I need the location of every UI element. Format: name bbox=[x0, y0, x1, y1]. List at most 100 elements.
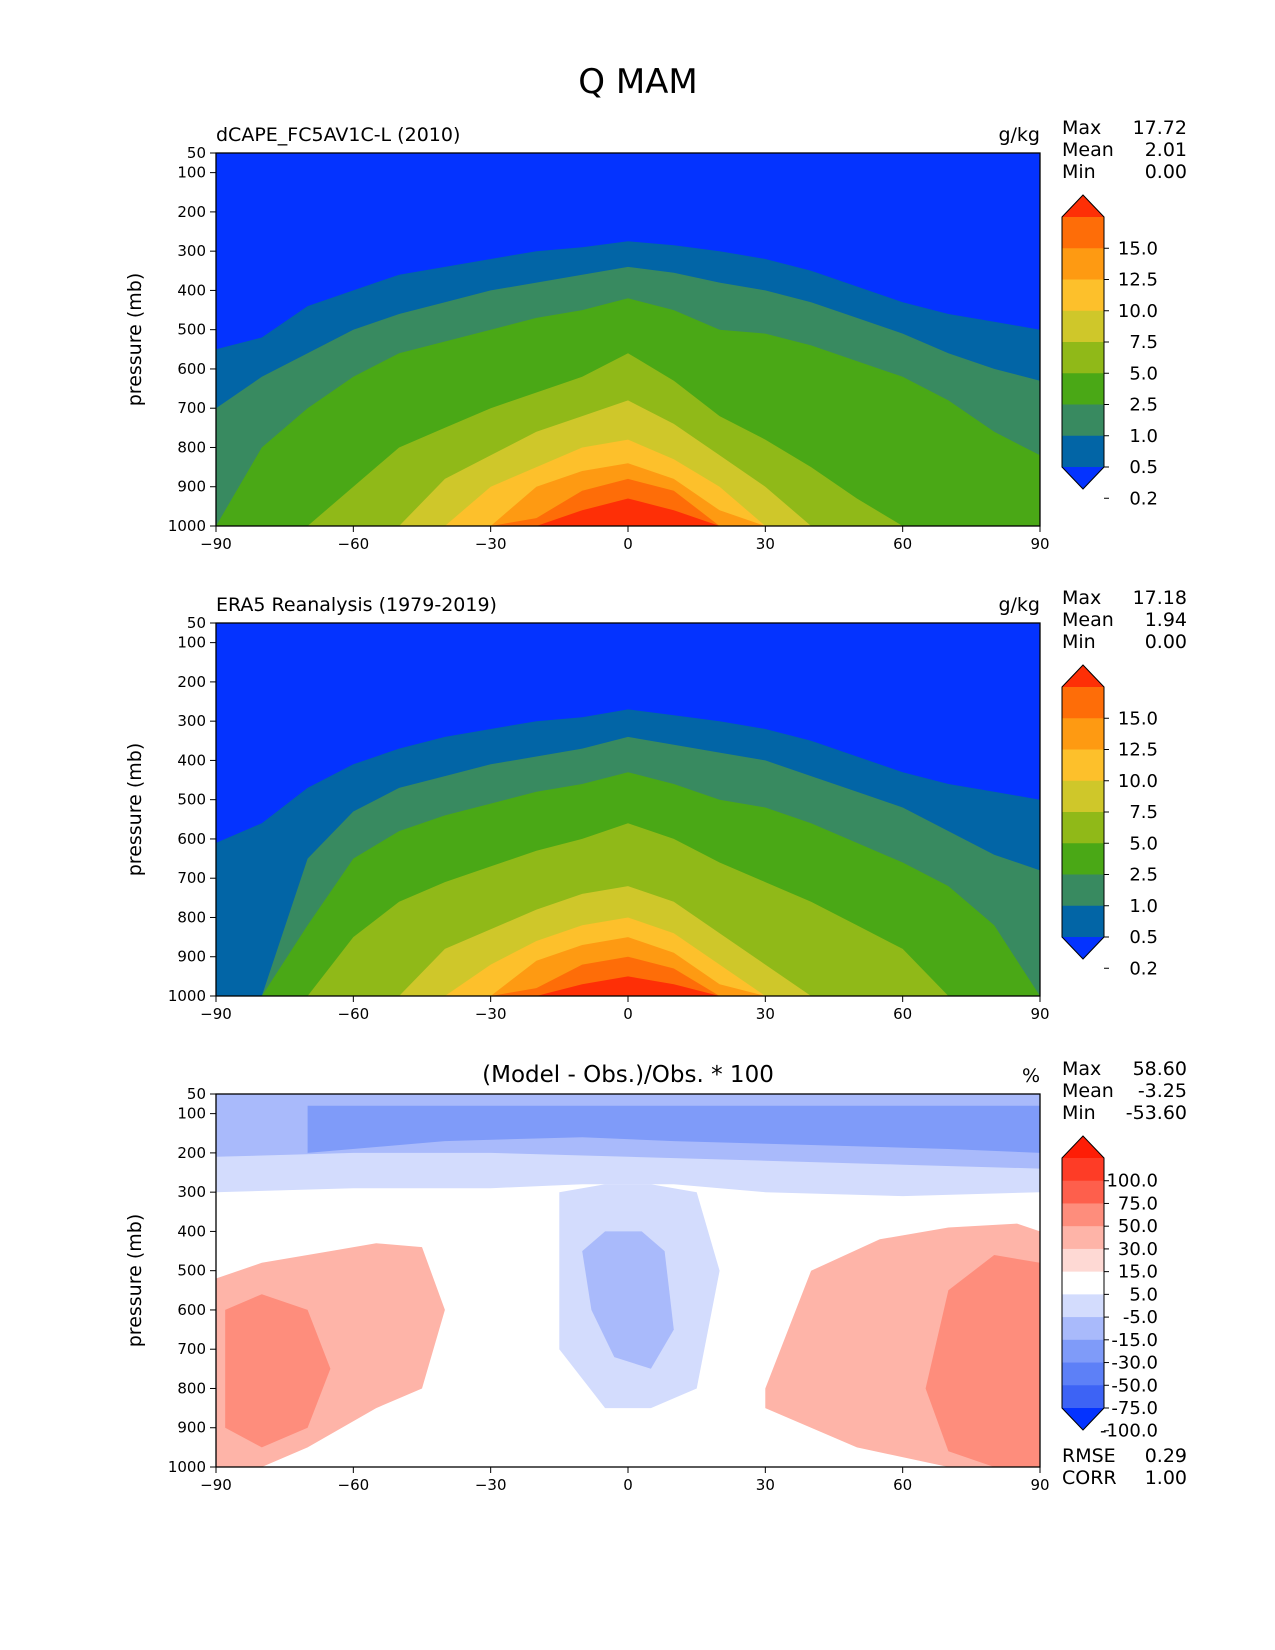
colorbar-swatch bbox=[1062, 749, 1104, 782]
colorbar-label: 7.5 bbox=[1129, 332, 1158, 353]
contour-fill-15.0 bbox=[216, 498, 1040, 526]
y-tick-label: 100 bbox=[177, 164, 206, 182]
colorbar-label: -75.0 bbox=[1111, 1398, 1158, 1419]
x-tick-label: 90 bbox=[1030, 1476, 1049, 1494]
stat-label-mean: Mean bbox=[1062, 1080, 1114, 1102]
contour-fill-15.0 bbox=[216, 976, 1040, 996]
y-tick-label: 200 bbox=[177, 1144, 206, 1162]
colorbar-label: 12.5 bbox=[1118, 270, 1158, 291]
y-tick-label: 800 bbox=[177, 1379, 206, 1397]
colorbar-swatch bbox=[1062, 1180, 1104, 1204]
colorbar-swatch bbox=[1062, 217, 1104, 249]
colorbar-swatch bbox=[1062, 373, 1104, 405]
colorbar-label: 1.0 bbox=[1129, 896, 1158, 917]
y-tick-label: 300 bbox=[177, 242, 206, 260]
y-tick-label: 1000 bbox=[168, 987, 206, 1005]
colorbar-label: 75.0 bbox=[1118, 1193, 1158, 1214]
stat-label-mean: Mean bbox=[1062, 139, 1114, 161]
colorbar-label: 1.0 bbox=[1129, 426, 1158, 447]
colorbar: 15.0 12.5 10.0 7.5 5.0 2.5 1.0 0.5 0.2 bbox=[1061, 664, 1158, 979]
colorbar-bottom-extension bbox=[1062, 1408, 1104, 1430]
colorbar-top-extension bbox=[1062, 665, 1104, 687]
colorbar-bottom-extension bbox=[1062, 467, 1104, 489]
stat-value-min: 0.00 bbox=[1145, 631, 1187, 653]
x-tick-label: 60 bbox=[893, 535, 912, 553]
colorbar-label: 0.5 bbox=[1129, 927, 1158, 948]
colorbar-label: 100.0 bbox=[1106, 1171, 1158, 1192]
x-tick-label: −90 bbox=[200, 1005, 232, 1023]
y-tick-label: 600 bbox=[177, 830, 206, 848]
y-tick-label: 600 bbox=[177, 1301, 206, 1319]
colorbar-top-extension bbox=[1062, 195, 1104, 217]
colorbar-label: 15.0 bbox=[1118, 238, 1158, 259]
colorbar-swatch bbox=[1062, 1203, 1104, 1227]
colorbar-bottom-extension bbox=[1062, 937, 1104, 959]
colorbar-label: 2.5 bbox=[1129, 395, 1158, 416]
contour-region-5 bbox=[582, 1231, 674, 1369]
colorbar-label: 12.5 bbox=[1118, 740, 1158, 761]
colorbar-swatch bbox=[1062, 718, 1104, 750]
units-label: % bbox=[1022, 1065, 1040, 1087]
colorbar-label: 7.5 bbox=[1129, 802, 1158, 823]
y-axis-label: pressure (mb) bbox=[124, 743, 146, 877]
y-tick-label: 400 bbox=[177, 281, 206, 299]
colorbar-label: 0.2 bbox=[1129, 958, 1158, 979]
y-tick-label: 400 bbox=[177, 1222, 206, 1240]
colorbar-label: 10.0 bbox=[1118, 771, 1158, 792]
contour-region-3 bbox=[307, 1105, 1040, 1153]
colorbar-label: -50.0 bbox=[1111, 1375, 1158, 1396]
stat-label-max: Max bbox=[1062, 1058, 1101, 1080]
x-tick-label: 0 bbox=[623, 535, 633, 553]
colorbar-swatch bbox=[1062, 1294, 1104, 1318]
contour-region-7 bbox=[225, 1294, 331, 1448]
plot-area bbox=[216, 1094, 1040, 1467]
y-tick-label: 50 bbox=[187, 1085, 206, 1103]
colorbar-swatch bbox=[1062, 248, 1104, 280]
y-tick-label: 200 bbox=[177, 673, 206, 691]
stat-label-min: Min bbox=[1062, 161, 1096, 183]
colorbar-label: 15.0 bbox=[1118, 708, 1158, 729]
y-tick-label: 800 bbox=[177, 438, 206, 456]
colorbar-label: 5.0 bbox=[1129, 833, 1158, 854]
plot-area bbox=[216, 153, 1040, 526]
colorbar-swatch bbox=[1062, 843, 1104, 875]
colorbar-swatch bbox=[1062, 1339, 1104, 1364]
y-tick-label: 50 bbox=[187, 144, 206, 162]
colorbar-label: -5.0 bbox=[1123, 1307, 1158, 1328]
colorbar-swatch bbox=[1062, 1362, 1104, 1386]
stat-label-max: Max bbox=[1062, 587, 1101, 609]
colorbar-swatch bbox=[1062, 874, 1104, 907]
stat-value-max: 58.60 bbox=[1133, 1058, 1187, 1080]
colorbar-label: 0.2 bbox=[1129, 488, 1158, 509]
x-tick-label: −30 bbox=[475, 1476, 507, 1494]
colorbar-label: 15.0 bbox=[1118, 1262, 1158, 1283]
colorbar-label: -100.0 bbox=[1100, 1421, 1158, 1442]
y-tick-label: 900 bbox=[177, 948, 206, 966]
colorbar-swatch bbox=[1062, 1226, 1104, 1250]
panel-title: (Model - Obs.)/Obs. * 100 bbox=[482, 1062, 774, 1088]
panel-title: ERA5 Reanalysis (1979-2019) bbox=[216, 594, 497, 616]
x-tick-label: 30 bbox=[756, 535, 775, 553]
colorbar: 15.0 12.5 10.0 7.5 5.0 2.5 1.0 0.5 0.2 bbox=[1061, 194, 1158, 509]
stat-value-min: -53.60 bbox=[1126, 1102, 1187, 1124]
contour-fill-12.5 bbox=[216, 956, 1040, 996]
stat-value-mean: 2.01 bbox=[1145, 139, 1187, 161]
y-tick-label: 900 bbox=[177, 1419, 206, 1437]
stat-value-corr: 1.00 bbox=[1145, 1467, 1187, 1489]
colorbar-swatch bbox=[1062, 812, 1104, 844]
x-tick-label: −30 bbox=[475, 535, 507, 553]
colorbar-label: 50.0 bbox=[1118, 1216, 1158, 1237]
x-tick-label: −90 bbox=[200, 1476, 232, 1494]
y-tick-label: 200 bbox=[177, 203, 206, 221]
y-tick-label: 50 bbox=[187, 614, 206, 632]
x-tick-label: 60 bbox=[893, 1476, 912, 1494]
y-tick-label: 100 bbox=[177, 634, 206, 652]
y-tick-label: 500 bbox=[177, 1262, 206, 1280]
stat-label-min: Min bbox=[1062, 631, 1096, 653]
stat-value-max: 17.18 bbox=[1133, 587, 1187, 609]
x-tick-label: 60 bbox=[893, 1005, 912, 1023]
colorbar-swatch bbox=[1062, 342, 1104, 374]
stat-label-corr: CORR bbox=[1062, 1467, 1117, 1489]
y-tick-label: 100 bbox=[177, 1105, 206, 1123]
